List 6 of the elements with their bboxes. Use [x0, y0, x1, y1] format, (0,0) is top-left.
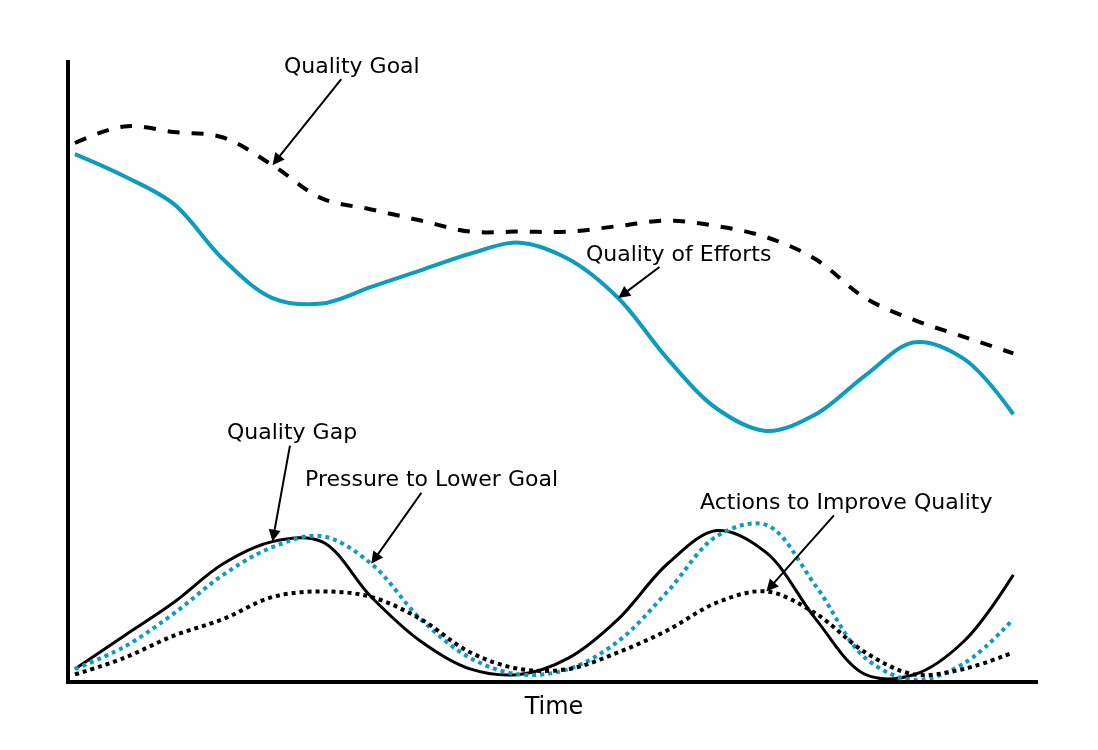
text: Quality Gap: [227, 419, 358, 444]
text: Quality Goal: [284, 53, 420, 78]
text: Actions to Improve Quality: [700, 489, 993, 514]
text: Pressure to Lower Goal: [305, 466, 559, 491]
series-label: Quality of Efforts: [586, 241, 772, 266]
x-axis-title: Time: [523, 691, 584, 720]
